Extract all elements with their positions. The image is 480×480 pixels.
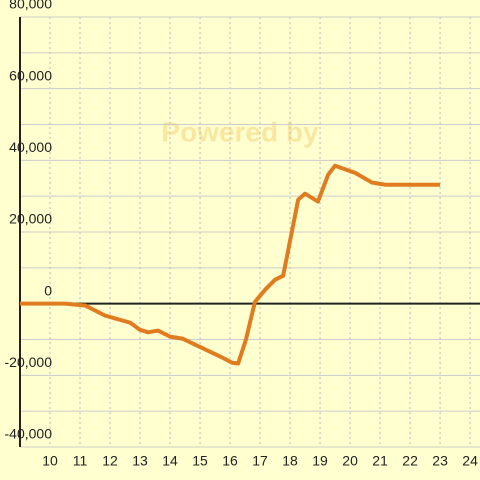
x-tick-label: 19: [312, 453, 328, 469]
x-tick-label: 14: [162, 453, 178, 469]
line: [20, 163, 441, 366]
y-tick-label: 20,000: [9, 211, 52, 227]
x-tick-label: 23: [432, 453, 448, 469]
watermark: Powered by: [161, 116, 319, 147]
x-tick-label: 11: [73, 453, 88, 469]
y-tick-label: 60,000: [9, 67, 52, 83]
x-tick-label: 22: [402, 453, 418, 469]
y-tick-label: 0: [44, 282, 52, 298]
y-tick-label: -20,000: [5, 354, 53, 370]
x-tick-label: 17: [252, 453, 268, 469]
x-tick-label: 21: [372, 453, 388, 469]
x-tick-label: 20: [342, 453, 358, 469]
y-tick-label: -40,000: [5, 426, 53, 442]
x-tick-label: 13: [132, 453, 148, 469]
x-tick-label: 12: [102, 453, 118, 469]
x-tick-label: 18: [282, 453, 298, 469]
y-tick-label: 80,000: [9, 0, 52, 12]
x-tick-label: 10: [42, 453, 58, 469]
x-tick-label: 16: [222, 453, 238, 469]
x-tick-label: 24: [462, 453, 478, 469]
y-tick-label: 40,000: [9, 139, 52, 155]
x-tick-label: 15: [192, 453, 208, 469]
